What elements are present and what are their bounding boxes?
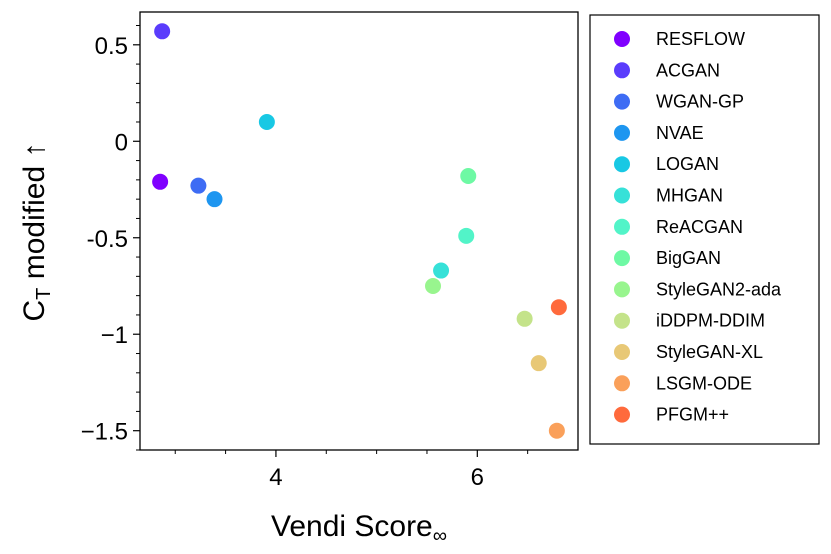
legend-label: PFGM++: [656, 405, 729, 425]
y-tick-label: −1: [101, 322, 128, 349]
legend-marker: [614, 124, 630, 141]
point-wgan-gp: WGAN-GP: [190, 177, 207, 194]
legend-marker: [614, 62, 630, 79]
legend-marker: [614, 281, 630, 298]
legend-label: iDDPM-DDIM: [656, 311, 765, 331]
legend-label: MHGAN: [656, 186, 723, 206]
point-nvae: NVAE: [206, 191, 223, 208]
y-tick-label: −1.5: [81, 419, 128, 446]
legend-label: LOGAN: [656, 154, 719, 174]
legend-marker: [614, 31, 630, 47]
y-axis-title: CT modified ↑: [18, 143, 55, 322]
y-tick-label: 0.5: [95, 33, 128, 60]
point-logan: LOGAN: [258, 113, 275, 130]
legend-marker: [614, 375, 630, 392]
legend-marker: [614, 187, 630, 204]
y-tick-label: 0: [115, 129, 128, 156]
point-reacgan: ReACGAN: [458, 227, 475, 244]
legend-label: WGAN-GP: [656, 92, 744, 112]
point-acgan: ACGAN: [154, 23, 171, 40]
point-iddpm-ddim: iDDPM-DDIM: [516, 310, 533, 327]
point-mhgan: MHGAN: [433, 262, 450, 279]
legend-marker: [614, 250, 630, 267]
x-tick-label: 4: [269, 464, 282, 491]
legend-label: NVAE: [656, 123, 704, 143]
legend-label: LSGM-ODE: [656, 373, 752, 393]
point-pfgm-: PFGM++: [550, 299, 567, 316]
legend-label: ReACGAN: [656, 217, 743, 237]
legend-marker: [614, 156, 630, 173]
legend-marker: [614, 312, 630, 329]
x-tick-label: 6: [471, 464, 484, 491]
legend-marker: [614, 406, 630, 423]
legend-label: BigGAN: [656, 248, 721, 268]
point-lsgm-ode: LSGM-ODE: [548, 422, 565, 439]
y-tick-label: -0.5: [87, 226, 128, 253]
point-biggan: BigGAN: [460, 168, 477, 185]
legend-label: StyleGAN-XL: [656, 342, 763, 362]
point-resflow: RESFLOW: [152, 173, 169, 190]
axis-ticks: 4 6 0.5 0 -0.5 −1 −1.5: [81, 25, 529, 491]
legend: RESFLOW ACGAN WGAN-GP NVAE LOGAN MHGAN ReACGAN…: [614, 29, 782, 425]
x-axis-title: Vendi Score∞: [271, 510, 447, 547]
plot-frame: [139, 11, 579, 451]
legend-marker: [614, 344, 630, 360]
legend-marker: [614, 93, 630, 110]
legend-marker: [614, 218, 630, 235]
legend-label: RESFLOW: [656, 29, 745, 49]
legend-label: StyleGAN2-ada: [656, 279, 782, 299]
point-stylegan-xl: StyleGAN-XL: [530, 355, 547, 372]
point-stylegan2-ada: StyleGAN2-ada: [425, 277, 442, 294]
legend-label: ACGAN: [656, 60, 720, 80]
